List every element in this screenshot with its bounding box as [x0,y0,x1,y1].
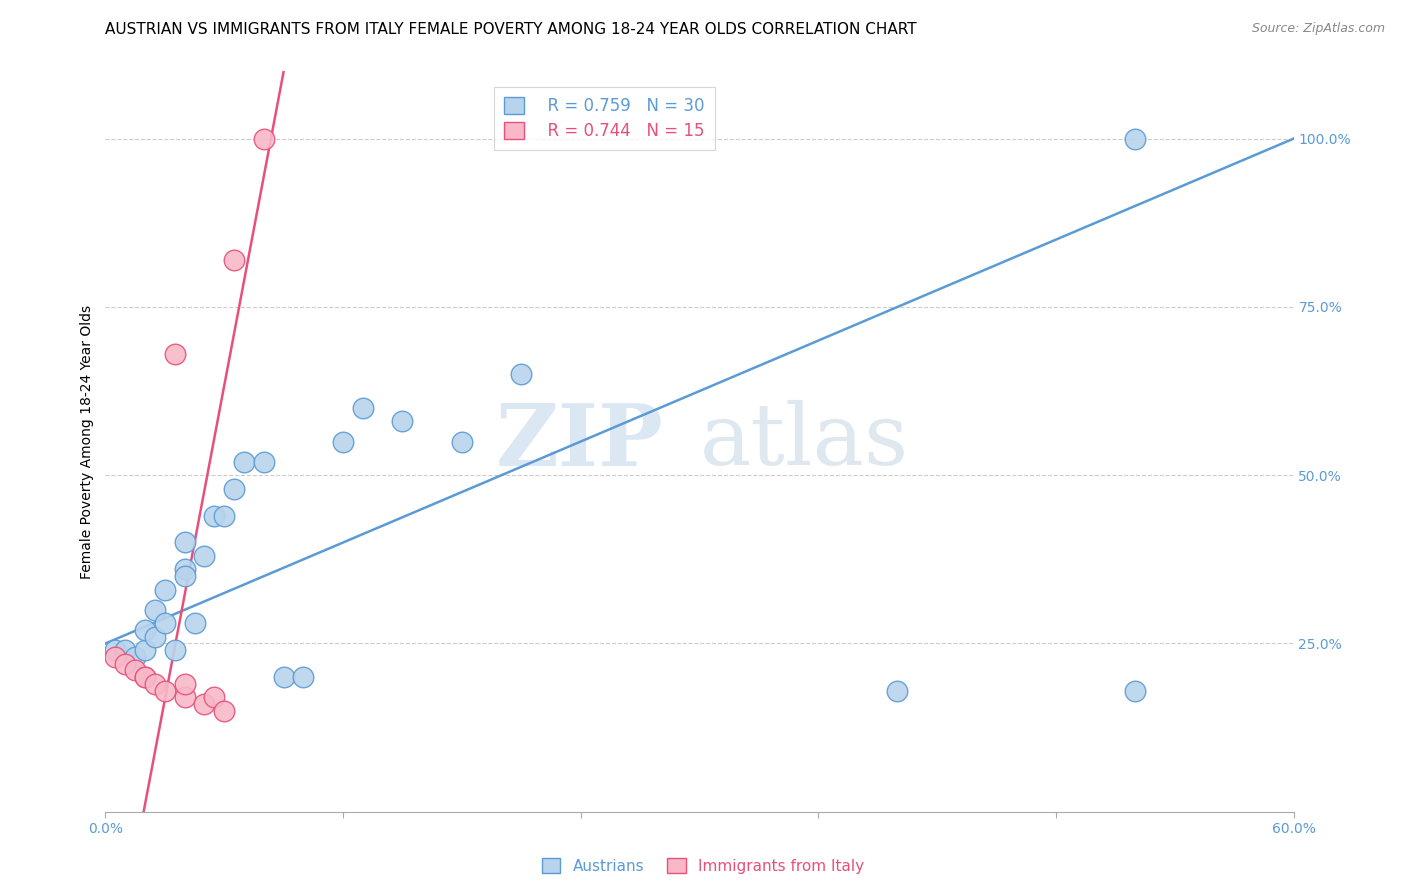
Point [391,414,413,428]
Point [114,657,136,671]
Point [202,690,225,705]
Point [886,683,908,698]
Point [233,455,256,469]
Legend:   R = 0.759   N = 30,   R = 0.744   N = 15: R = 0.759 N = 30, R = 0.744 N = 15 [494,87,714,150]
Point [124,649,146,664]
Point [163,643,186,657]
Point [352,401,374,415]
Point [143,677,166,691]
Point [104,649,127,664]
Point [153,582,176,597]
Point [134,623,156,637]
Y-axis label: Female Poverty Among 18-24 Year Olds: Female Poverty Among 18-24 Year Olds [80,304,94,579]
Text: ZIP: ZIP [496,400,664,483]
Point [134,643,156,657]
Point [214,508,236,523]
Legend: Austrians, Immigrants from Italy: Austrians, Immigrants from Italy [536,852,870,880]
Text: atlas: atlas [700,400,908,483]
Point [253,455,276,469]
Point [114,643,136,657]
Point [450,434,472,449]
Point [183,616,205,631]
Point [134,670,156,684]
Point [163,347,186,361]
Point [173,677,195,691]
Point [193,697,215,711]
Point [224,482,246,496]
Point [1123,683,1146,698]
Point [202,508,225,523]
Point [292,670,315,684]
Point [143,630,166,644]
Point [1123,131,1146,145]
Point [332,434,354,449]
Point [143,603,166,617]
Point [173,535,195,549]
Point [153,616,176,631]
Point [173,569,195,583]
Point [253,131,276,145]
Point [173,562,195,576]
Point [214,704,236,718]
Text: AUSTRIAN VS IMMIGRANTS FROM ITALY FEMALE POVERTY AMONG 18-24 YEAR OLDS CORRELATI: AUSTRIAN VS IMMIGRANTS FROM ITALY FEMALE… [105,22,917,37]
Point [224,252,246,267]
Text: Source: ZipAtlas.com: Source: ZipAtlas.com [1251,22,1385,36]
Point [153,683,176,698]
Point [124,664,146,678]
Point [134,670,156,684]
Point [173,690,195,705]
Point [273,670,295,684]
Point [104,643,127,657]
Point [193,549,215,563]
Point [510,368,533,382]
